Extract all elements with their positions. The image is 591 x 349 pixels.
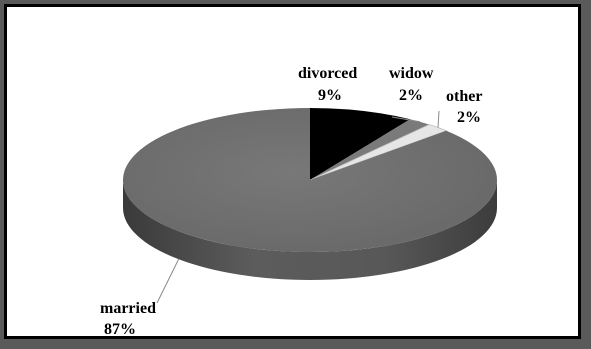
slice-other <box>309 124 448 181</box>
slice-value-other: 2% <box>457 109 481 126</box>
slice-widow <box>310 119 430 180</box>
slice-value-married: 87% <box>104 321 136 336</box>
slice-divorced <box>310 108 411 180</box>
slice-married <box>123 107 497 252</box>
leader-line-married <box>156 259 180 304</box>
slice-value-divorced: 9% <box>318 87 342 104</box>
leader-line-widow <box>391 116 420 123</box>
chart-area: divorced 9% widow 2% other 2% married 87… <box>4 4 581 339</box>
slice-label-married: married <box>100 300 156 317</box>
slice-label-divorced: divorced <box>298 65 357 82</box>
slice-label-other: other <box>446 88 482 105</box>
slice-label-widow: widow <box>389 65 434 82</box>
slice-value-widow: 2% <box>399 87 423 104</box>
leader-line-other <box>437 110 440 128</box>
slice-side-married <box>123 180 497 280</box>
pie-chart: divorced 9% widow 2% other 2% married 87… <box>100 65 497 336</box>
